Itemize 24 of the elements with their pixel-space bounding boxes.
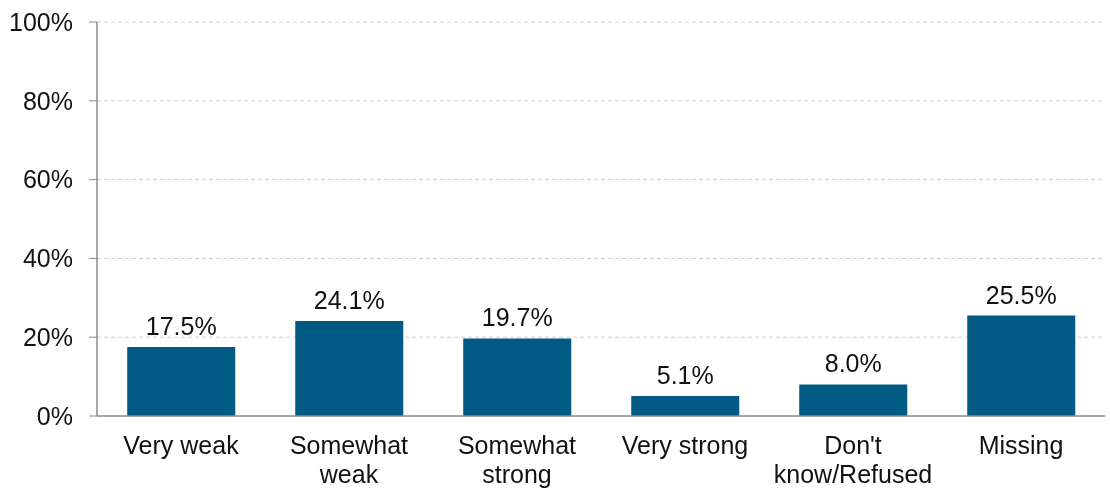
x-tick-label: Somewhat weak xyxy=(289,431,409,488)
bar xyxy=(631,395,740,416)
bar xyxy=(967,315,1076,416)
x-tick-label: Very weak xyxy=(123,431,240,459)
y-tick-label: 0% xyxy=(36,401,73,430)
x-tick-label: Missing xyxy=(978,431,1064,459)
data-label: 19.7% xyxy=(481,303,553,332)
y-tick-label: 20% xyxy=(22,323,73,352)
y-tick-label: 40% xyxy=(22,244,73,273)
data-label: 25.5% xyxy=(985,280,1057,309)
x-tick-label: Very strong xyxy=(621,431,749,459)
bar xyxy=(463,338,572,416)
data-label: 24.1% xyxy=(313,286,385,315)
data-label: 8.0% xyxy=(824,349,882,378)
bar xyxy=(295,321,404,416)
data-label: 17.5% xyxy=(145,312,217,341)
y-tick-label: 80% xyxy=(22,86,73,115)
x-tick-label: Don't know/Refused xyxy=(773,431,933,488)
data-label: 5.1% xyxy=(656,360,714,389)
bar xyxy=(127,347,236,416)
x-tick-label: Somewhat strong xyxy=(457,431,577,488)
y-tick-label: 100% xyxy=(9,7,73,36)
bar xyxy=(799,384,908,416)
y-tick-label: 60% xyxy=(22,165,73,194)
